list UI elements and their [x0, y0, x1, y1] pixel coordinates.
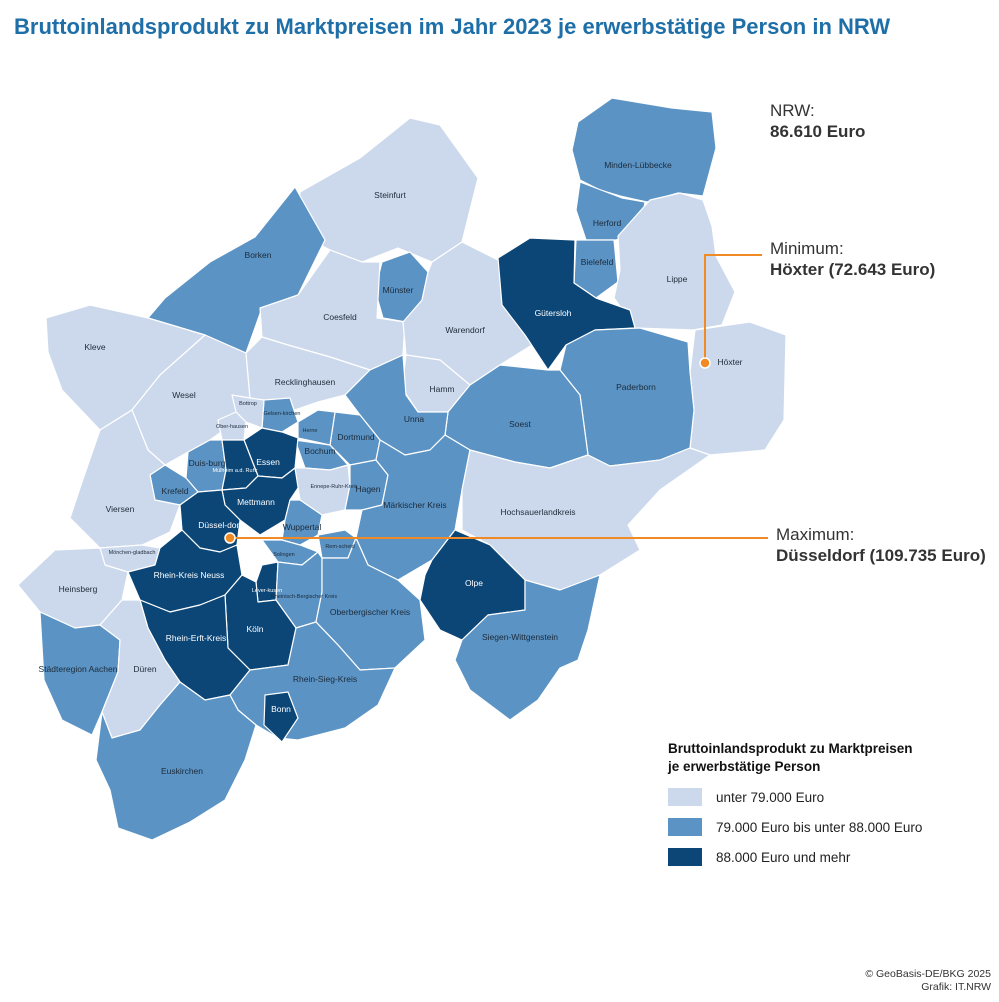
region-label-minden-luebbecke: Minden-Lübbecke [604, 160, 672, 170]
region-label-bottrop: Bottrop [239, 401, 257, 407]
region-label-oberbergischer-kreis: Oberbergischer Kreis [330, 607, 410, 617]
minimum-callout: Minimum: Höxter (72.643 Euro) [770, 238, 935, 280]
region-label-bonn: Bonn [271, 704, 291, 714]
region-label-mettmann: Mettmann [237, 497, 275, 507]
region-label-herford: Herford [593, 218, 622, 228]
labels-layer: Steinfurt Minden-Lübbecke Herford Bielefeld… [39, 160, 743, 776]
region-label-warendorf: Warendorf [445, 325, 485, 335]
nrw-summary-label: NRW: [770, 101, 815, 120]
region-label-duis-burg: Duis-burg [189, 458, 226, 468]
region-label-guetersloh: Gütersloh [535, 308, 572, 318]
nrw-summary: NRW: 86.610 Euro [770, 100, 865, 142]
region-label-essen: Essen [256, 457, 280, 467]
region-label-rhein-erft-kreis: Rhein-Erft-Kreis [166, 633, 226, 643]
region-label-staedteregion-aachen: Städteregion Aachen [39, 664, 118, 674]
minimum-leader-line [704, 254, 762, 363]
minimum-value: Höxter (72.643 Euro) [770, 260, 936, 279]
legend-label-mid: 79.000 Euro bis unter 88.000 Euro [716, 819, 923, 835]
region-label-lever-kusen: Lever-kusen [252, 588, 282, 594]
maximum-value: Düsseldorf (109.735 Euro) [776, 546, 986, 565]
region-label-herne: Herne [303, 428, 318, 434]
legend-label-low: unter 79.000 Euro [716, 789, 825, 805]
legend-swatch-low [668, 788, 702, 806]
region-label-bochum: Bochum [304, 446, 335, 456]
region-label-viersen: Viersen [106, 504, 135, 514]
region-label-soest: Soest [509, 419, 531, 429]
legend: Bruttoinlandsprodukt zu Marktpreisen je … [668, 740, 988, 866]
region-label-duessel-dorf: Düssel-dorf [198, 520, 242, 530]
region-label-rheinisch-bergischer-kreis: Rheinisch-Bergischer Kreis [271, 594, 338, 600]
region-label-muenster: Münster [383, 285, 414, 295]
region-label-heinsberg: Heinsberg [59, 584, 98, 594]
region-label-hamm: Hamm [429, 384, 454, 394]
maximum-label: Maximum: [776, 525, 855, 544]
region-label-moenchen-gladbach: Mönchen-gladbach [109, 550, 156, 556]
region-label-kleve: Kleve [84, 342, 106, 352]
legend-swatch-high [668, 848, 702, 866]
region-label-rhein-kreis-neuss: Rhein-Kreis Neuss [154, 570, 225, 580]
region-label-ober-hausen: Ober-hausen [216, 424, 248, 430]
region-label-steinfurt: Steinfurt [374, 190, 406, 200]
region-label-maerkischer-kreis: Märkischer Kreis [383, 500, 446, 510]
credits-grafik: Grafik: IT.NRW [921, 981, 991, 993]
region-label-gelsen-kirchen: Gelsen-kirchen [264, 411, 301, 417]
legend-label-high: 88.000 Euro und mehr [716, 849, 851, 865]
region-euskirchen [95, 681, 257, 841]
region-label-muelheim-a-d-ruhr: Mülheim a.d. Ruhr [213, 468, 258, 474]
regions-layer [17, 97, 787, 841]
region-label-recklinghausen: Recklinghausen [275, 377, 336, 387]
region-label-hagen: Hagen [355, 484, 380, 494]
region-label-borken: Borken [245, 250, 272, 260]
region-herne [297, 409, 336, 446]
map-title: Bruttoinlandsprodukt zu Marktpreisen im … [14, 14, 891, 39]
minimum-label: Minimum: [770, 239, 844, 258]
region-label-unna: Unna [404, 414, 425, 424]
region-label-coesfeld: Coesfeld [323, 312, 357, 322]
legend-title-line1: Bruttoinlandsprodukt zu Marktpreisen [668, 741, 913, 756]
region-label-rhein-sieg-kreis: Rhein-Sieg-Kreis [293, 674, 357, 684]
nrw-summary-value: 86.610 Euro [770, 122, 866, 141]
region-label-wuppertal: Wuppertal [283, 522, 322, 532]
region-label-dueren: Düren [133, 664, 156, 674]
region-label-lippe: Lippe [667, 274, 688, 284]
region-label-euskirchen: Euskirchen [161, 766, 203, 776]
region-label-rem-scheid: Rem-scheid [325, 544, 354, 550]
region-label-solingen: Solingen [273, 552, 294, 558]
legend-swatch-mid [668, 818, 702, 836]
maximum-callout: Maximum: Düsseldorf (109.735 Euro) [776, 524, 986, 566]
credits: © GeoBasis-DE/BKG 2025 Grafik: IT.NRW [865, 968, 991, 994]
region-label-siegen-wittgenstein: Siegen-Wittgenstein [482, 632, 558, 642]
region-label-koeln: Köln [246, 624, 263, 634]
region-siegen-wittgenstein [454, 574, 601, 721]
region-ober-hausen [217, 411, 247, 441]
region-label-paderborn: Paderborn [616, 382, 656, 392]
minimum-marker [699, 357, 711, 369]
region-bonn [263, 691, 299, 743]
legend-item-high: 88.000 Euro und mehr [668, 848, 988, 866]
region-label-hochsauerlandkreis: Hochsauerlandkreis [500, 507, 575, 517]
legend-title-line2: je erwerbstätige Person [668, 759, 821, 774]
region-label-dortmund: Dortmund [337, 432, 375, 442]
credits-geobasis: © GeoBasis-DE/BKG 2025 [865, 968, 991, 980]
region-label-ennepe-ruhr-kreis: Ennepe-Ruhr-Kreis [310, 484, 357, 490]
region-label-hoexter: Höxter [717, 357, 742, 367]
callouts-layer [224, 254, 768, 544]
maximum-marker [224, 532, 236, 544]
region-label-bielefeld: Bielefeld [581, 257, 614, 267]
region-label-wesel: Wesel [172, 390, 196, 400]
region-minden-luebbecke [571, 97, 717, 203]
legend-item-mid: 79.000 Euro bis unter 88.000 Euro [668, 818, 988, 836]
legend-item-low: unter 79.000 Euro [668, 788, 988, 806]
legend-title: Bruttoinlandsprodukt zu Marktpreisen je … [668, 740, 988, 776]
region-label-krefeld: Krefeld [162, 486, 189, 496]
region-label-olpe: Olpe [465, 578, 483, 588]
